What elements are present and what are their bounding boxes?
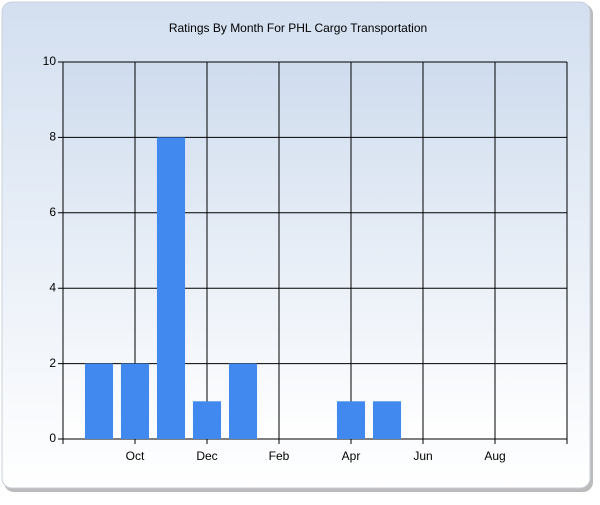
bar <box>156 137 186 439</box>
y-tick-label: 0 <box>49 431 56 445</box>
x-tick-label: Oct <box>126 449 145 463</box>
bar <box>192 401 222 439</box>
bar <box>228 363 258 439</box>
y-tick-label: 10 <box>43 54 57 68</box>
x-tick-label: Apr <box>342 449 361 463</box>
x-tick-label: Feb <box>269 449 290 463</box>
x-tick-label: Dec <box>196 449 217 463</box>
x-tick-label: Aug <box>484 449 505 463</box>
y-tick-label: 8 <box>49 130 56 144</box>
y-tick-label: 2 <box>49 356 56 370</box>
x-tick-label: Jun <box>413 449 432 463</box>
bar <box>372 401 402 439</box>
bar <box>120 363 150 439</box>
bar <box>336 401 366 439</box>
chart-title: Ratings By Month For PHL Cargo Transport… <box>169 21 427 35</box>
bar <box>84 363 114 439</box>
y-tick-label: 4 <box>49 280 56 294</box>
y-tick-label: 6 <box>49 205 56 219</box>
